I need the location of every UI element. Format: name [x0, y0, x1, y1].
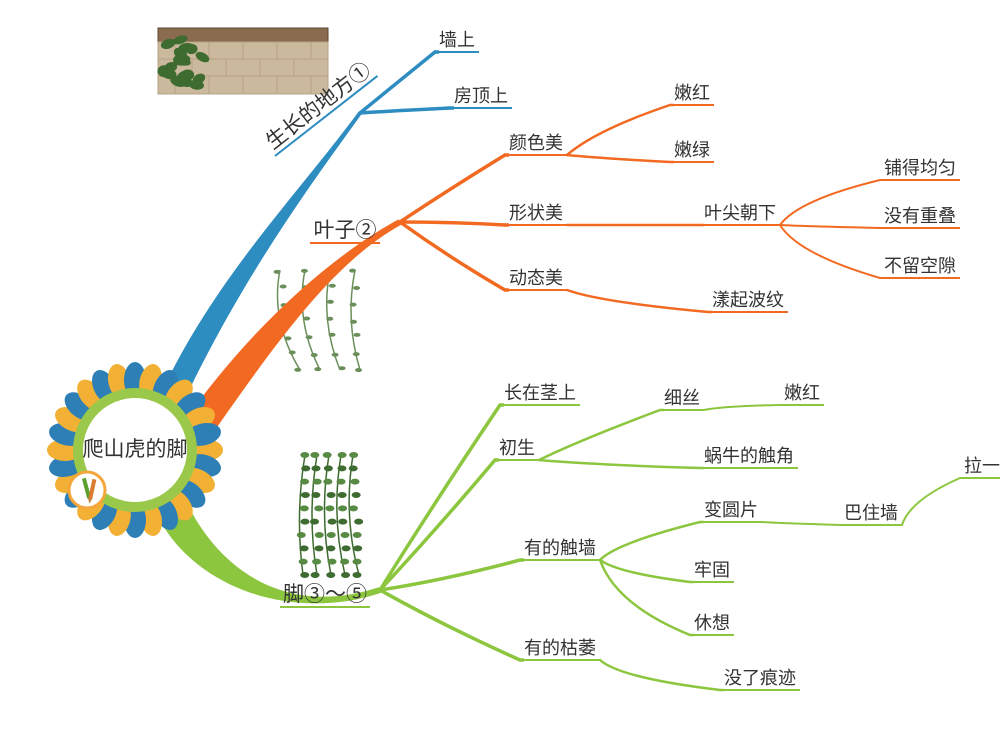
node-label: 嫩绿: [674, 140, 710, 160]
node-label: 巴住墙: [844, 503, 898, 523]
node-label: 细丝: [664, 388, 700, 408]
branch-edge: [600, 560, 690, 635]
branch-edge: [600, 560, 690, 582]
branch-edge: [780, 225, 880, 278]
node-label: 墙上: [439, 30, 475, 50]
branch-edge: [360, 108, 450, 113]
branch-edge: [539, 410, 660, 460]
branch-edge: [762, 522, 840, 525]
node-label-group: 嫩红: [670, 83, 714, 105]
branch-edge: [600, 522, 700, 560]
node-label: 嫩红: [674, 83, 710, 103]
node-label: 铺得均匀: [884, 158, 956, 178]
branch-edge: [567, 155, 670, 162]
node-label-group: 铺得均匀: [880, 158, 960, 180]
node-label: 有的触墙: [524, 538, 596, 558]
root-node: 爬山虎的脚: [47, 362, 223, 538]
branch-edge: [567, 290, 708, 312]
node-label-group: 初生: [495, 438, 539, 460]
node-label-group: 有的触墙: [520, 538, 600, 560]
node-label-group: 颜色美: [505, 133, 567, 155]
node-label: 房顶上: [454, 86, 508, 106]
branch-edge: [400, 222, 505, 225]
root-label: 爬山虎的脚: [83, 438, 188, 461]
node-label: 牢固: [694, 560, 730, 580]
branch-edge: [600, 660, 720, 690]
node-label-group: 叶子②: [310, 219, 380, 243]
node-label: 休想: [694, 613, 730, 633]
node-label-group: 变圆片: [700, 500, 762, 522]
node-label: 形状美: [509, 203, 563, 223]
branch-edge: [780, 180, 880, 225]
branch-edge: [380, 590, 520, 660]
node-label: 长在茎上: [504, 383, 576, 403]
branch-edge: [539, 460, 700, 468]
node-label: 蜗牛的触角: [704, 446, 794, 466]
node-label: 有的枯萎: [524, 638, 596, 658]
node-label-group: 休想: [690, 613, 734, 635]
node-label: 叶尖朝下: [704, 203, 776, 223]
vine-illustration-2: [297, 452, 363, 578]
branch-edge: [902, 478, 960, 525]
node-label: 不留空隙: [884, 256, 956, 276]
node-label-group: 漾起波纹: [708, 290, 788, 312]
node-label-group: 没有重叠: [880, 206, 960, 228]
branch-edge: [400, 155, 505, 222]
node-label-group: 嫩红: [780, 383, 824, 405]
node-label-group: 没了痕迹: [720, 668, 800, 690]
node-label: 脚③～⑤: [283, 583, 367, 606]
node-label: 初生: [499, 438, 535, 458]
pencil-icon: [69, 472, 105, 508]
node-label-group: 房顶上: [450, 86, 512, 108]
node-label-group: 长在茎上: [500, 383, 580, 405]
node-label-group: 蜗牛的触角: [700, 446, 798, 468]
node-label: 颜色美: [509, 133, 563, 153]
node-label: 没了痕迹: [724, 668, 796, 688]
node-label-group: 细丝: [660, 388, 704, 410]
node-label: 变圆片: [704, 500, 758, 520]
wall-vine-illustration: [156, 28, 328, 94]
node-label-group: 牢固: [690, 560, 734, 582]
node-label: 动态美: [509, 268, 563, 288]
node-label-group: 叶尖朝下: [700, 203, 780, 225]
branch-edge: [380, 405, 500, 590]
node-label-group: 巴住墙: [840, 503, 902, 525]
node-label-group: 不留空隙: [880, 256, 960, 278]
branch-edge: [380, 560, 520, 590]
node-label-group: 嫩绿: [670, 140, 714, 162]
node-label-group: 拉一把: [960, 456, 1000, 478]
node-label: 没有重叠: [884, 206, 956, 226]
node-label: 拉一把: [964, 456, 1000, 476]
node-label-group: 形状美: [505, 203, 567, 225]
node-label-group: 有的枯萎: [520, 638, 600, 660]
branch-edge: [360, 52, 435, 113]
node-label-group: 墙上: [435, 30, 479, 52]
node-label-group: 脚③～⑤: [280, 583, 370, 607]
mindmap-canvas: 生长的地方①墙上房顶上叶子②颜色美嫩红嫩绿形状美叶尖朝下铺得均匀没有重叠不留空隙…: [0, 0, 1000, 742]
node-label-group: 动态美: [505, 268, 567, 290]
branch-edge: [704, 405, 780, 410]
branch-edge: [780, 225, 880, 228]
node-label: 漾起波纹: [712, 290, 784, 310]
node-label: 嫩红: [784, 383, 820, 403]
branch-edge: [400, 222, 505, 290]
branch-edge: [567, 105, 670, 155]
node-label: 叶子②: [314, 219, 377, 242]
